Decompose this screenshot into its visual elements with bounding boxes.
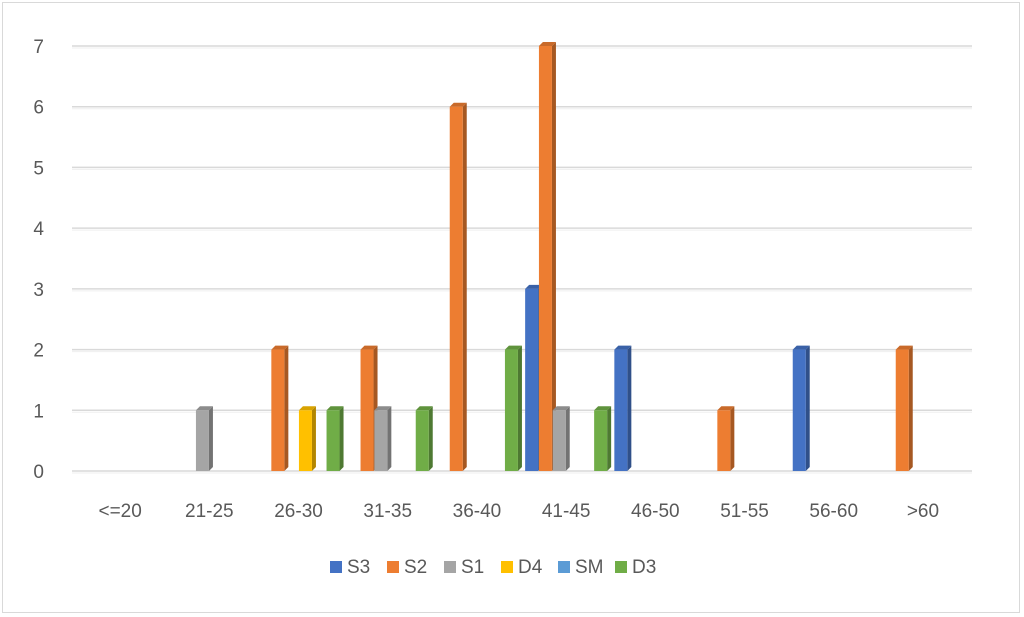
bar — [552, 406, 570, 471]
y-axis-ticks: 0 1 2 3 4 5 6 7 — [33, 37, 44, 483]
bars — [195, 42, 913, 471]
legend-item: S1 — [444, 557, 484, 578]
bar — [195, 406, 213, 471]
bar — [415, 406, 433, 471]
legend-swatch — [330, 561, 342, 573]
y-tick-label: 4 — [33, 219, 44, 240]
bar — [717, 406, 735, 471]
x-tick-label: 46-50 — [631, 501, 680, 522]
x-axis-ticks: <=20 21-25 26-30 31-35 36-40 41-45 46-50 51-55 5… — [98, 501, 939, 522]
bar — [271, 345, 289, 471]
legend-swatch — [501, 561, 513, 573]
y-tick-label: 5 — [33, 158, 44, 179]
bar — [614, 345, 632, 471]
legend-swatch — [444, 561, 456, 573]
x-tick-label: 31-35 — [363, 501, 412, 522]
bar — [326, 406, 344, 471]
bar — [792, 345, 810, 471]
bar — [895, 345, 913, 471]
y-tick-label: 6 — [33, 98, 44, 119]
y-tick-label: 7 — [33, 37, 44, 58]
x-tick-label: 36-40 — [453, 501, 502, 522]
bar — [538, 42, 556, 471]
legend-item: D3 — [615, 557, 656, 578]
x-tick-label: 51-55 — [720, 501, 769, 522]
x-tick-label: 21-25 — [185, 501, 234, 522]
y-tick-label: 2 — [33, 341, 44, 362]
bar — [594, 406, 612, 471]
legend-item: SM — [558, 557, 604, 578]
x-tick-label: <=20 — [98, 501, 141, 522]
legend-item: S2 — [387, 557, 427, 578]
bar — [449, 102, 467, 471]
legend-label: S3 — [347, 557, 370, 578]
bar — [298, 406, 316, 471]
legend-swatch — [558, 561, 570, 573]
y-tick-label: 3 — [33, 280, 44, 301]
bar — [374, 406, 392, 471]
legend-label: D4 — [518, 557, 543, 578]
y-tick-label: 1 — [33, 401, 44, 422]
legend-swatch — [615, 561, 627, 573]
gridlines — [72, 45, 972, 474]
legend-item: D4 — [501, 557, 543, 578]
y-tick-label: 0 — [33, 462, 44, 483]
legend-label: SM — [575, 557, 604, 578]
x-tick-label: 56-60 — [809, 501, 858, 522]
bar — [504, 345, 522, 471]
legend-label: D3 — [632, 557, 656, 578]
legend-label: S1 — [461, 557, 484, 578]
legend-swatch — [387, 561, 399, 573]
legend-label: S2 — [404, 557, 427, 578]
legend: S3 S2 S1 D4 SM D3 — [330, 557, 656, 578]
x-tick-label: 26-30 — [274, 501, 323, 522]
legend-item: S3 — [330, 557, 370, 578]
x-tick-label: >60 — [907, 501, 939, 522]
x-tick-label: 41-45 — [542, 501, 591, 522]
